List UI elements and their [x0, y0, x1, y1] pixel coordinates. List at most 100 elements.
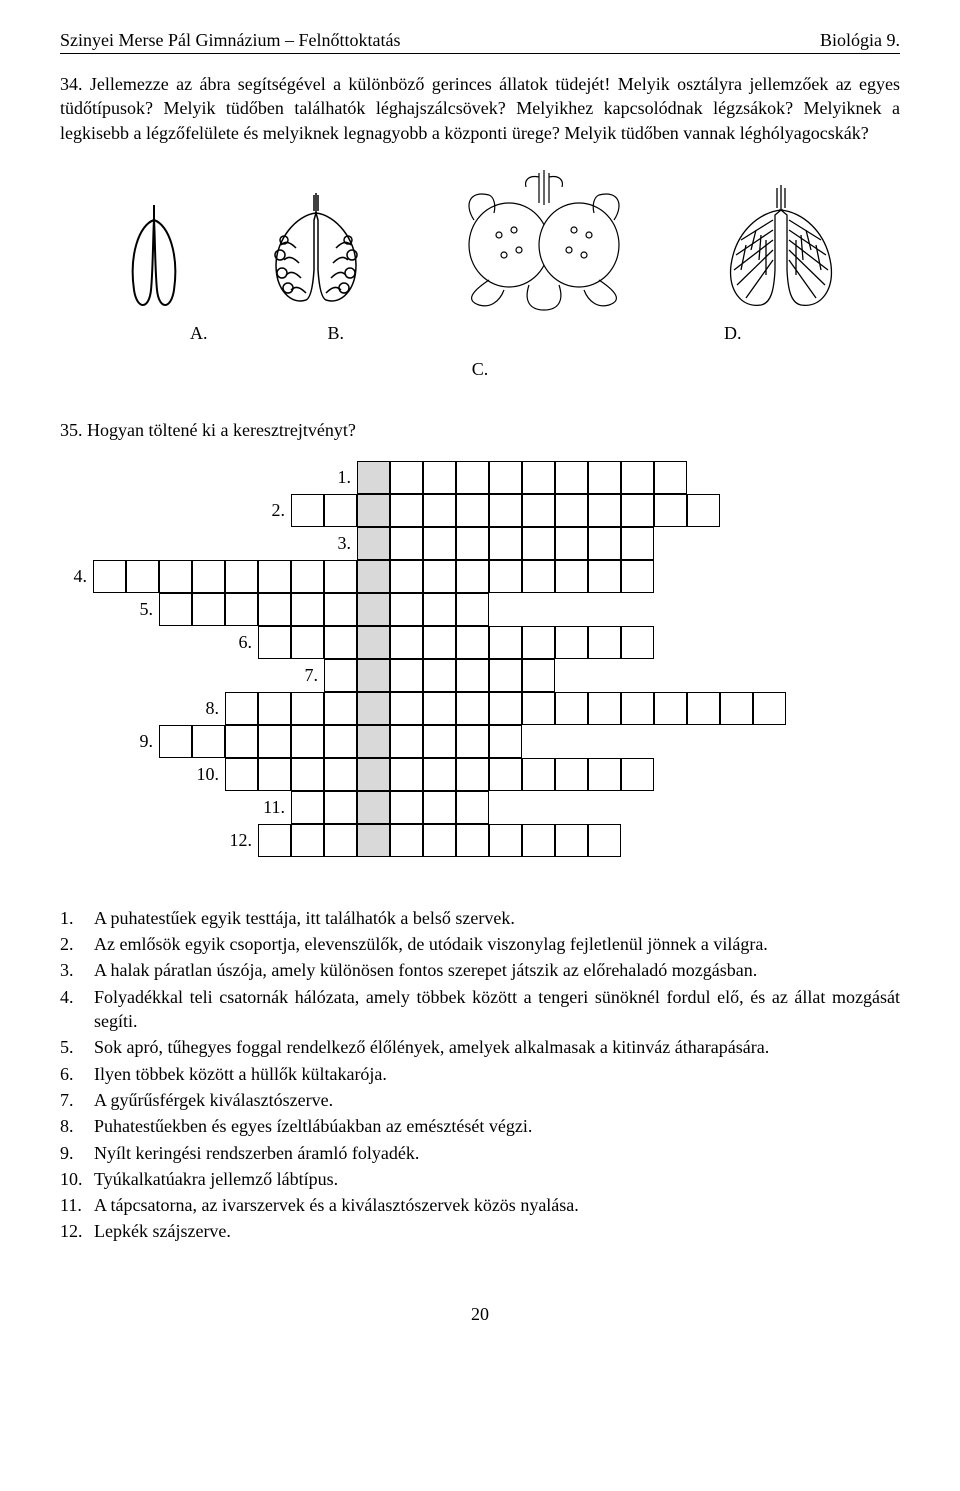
crossword-cell	[390, 593, 423, 626]
clue-text: Folyadékkal teli csatornák hálózata, ame…	[94, 985, 900, 1034]
clue-number: 12.	[60, 1219, 94, 1243]
crossword-row-label: 5.	[140, 599, 160, 620]
crossword-cell	[555, 758, 588, 791]
lung-c	[434, 165, 654, 315]
clue-text: A puhatestűek egyik testtája, itt találh…	[94, 906, 900, 930]
crossword-cell	[192, 593, 225, 626]
crossword-cell	[324, 560, 357, 593]
clue-item: 7.A gyűrűsférgek kiválasztószerve.	[60, 1088, 900, 1112]
crossword-cell	[390, 626, 423, 659]
clue-number: 2.	[60, 932, 94, 956]
lung-labels-row: A. B. D.	[60, 323, 900, 344]
clue-item: 6.Ilyen többek között a hüllők kültakaró…	[60, 1062, 900, 1086]
crossword-cell	[357, 593, 390, 626]
crossword-cell	[291, 758, 324, 791]
crossword-cell	[357, 626, 390, 659]
crossword-cell	[423, 659, 456, 692]
crossword-cell	[291, 494, 324, 527]
crossword-cell	[555, 527, 588, 560]
crossword-cell	[324, 791, 357, 824]
crossword-row-label: 11.	[263, 797, 291, 818]
crossword-cell	[423, 758, 456, 791]
crossword-cell	[357, 692, 390, 725]
crossword-cell	[687, 692, 720, 725]
crossword-cell	[225, 758, 258, 791]
crossword-row: 4.	[93, 560, 654, 593]
crossword-cell	[126, 560, 159, 593]
clue-item: 4.Folyadékkal teli csatornák hálózata, a…	[60, 985, 900, 1034]
crossword-cell	[291, 791, 324, 824]
crossword-row: 2.	[291, 494, 720, 527]
crossword-cell	[357, 494, 390, 527]
page-number: 20	[60, 1304, 900, 1325]
crossword-cell	[555, 824, 588, 857]
crossword-cell	[192, 725, 225, 758]
crossword-cell	[423, 461, 456, 494]
label-d: D.	[724, 323, 742, 344]
crossword-cell	[588, 692, 621, 725]
crossword-row: 6.	[258, 626, 654, 659]
crossword-cell	[621, 461, 654, 494]
crossword-cell	[192, 560, 225, 593]
crossword-cell	[357, 791, 390, 824]
crossword-cell	[489, 659, 522, 692]
crossword-cell	[324, 494, 357, 527]
crossword-cell	[159, 560, 192, 593]
crossword-cell	[489, 692, 522, 725]
crossword-cell	[456, 791, 489, 824]
clue-text: Puhatestűekben és egyes ízeltlábúakban a…	[94, 1114, 900, 1138]
lung-a	[109, 195, 199, 315]
crossword-cell	[423, 692, 456, 725]
crossword-cell	[555, 494, 588, 527]
crossword-cell	[555, 461, 588, 494]
clue-text: Az emlősök egyik csoportja, elevenszülők…	[94, 932, 900, 956]
clue-number: 11.	[60, 1193, 94, 1217]
crossword-cell	[489, 824, 522, 857]
lung-b-icon	[256, 185, 376, 315]
crossword-cell	[423, 593, 456, 626]
crossword-cell	[225, 560, 258, 593]
clue-item: 5.Sok apró, tűhegyes foggal rendelkező é…	[60, 1035, 900, 1059]
crossword-cell	[324, 626, 357, 659]
lung-b	[256, 185, 376, 315]
clue-text: Ilyen többek között a hüllők kültakarója…	[94, 1062, 900, 1086]
crossword-cell	[720, 692, 753, 725]
crossword-cell	[390, 560, 423, 593]
crossword-row-label: 9.	[140, 731, 160, 752]
crossword-row-label: 2.	[272, 500, 292, 521]
crossword-cell	[588, 560, 621, 593]
crossword-cell	[522, 824, 555, 857]
crossword-cell	[621, 758, 654, 791]
crossword-row-label: 8.	[206, 698, 226, 719]
crossword-cell	[258, 692, 291, 725]
lung-c-icon	[434, 165, 654, 315]
crossword-row: 10.	[225, 758, 654, 791]
crossword-cell	[291, 560, 324, 593]
crossword-cell	[159, 725, 192, 758]
crossword-cell	[753, 692, 786, 725]
crossword-cell	[423, 527, 456, 560]
clue-item: 3.A halak páratlan úszója, amely különös…	[60, 958, 900, 982]
crossword-cell	[390, 461, 423, 494]
crossword-cell	[456, 461, 489, 494]
clue-item: 2.Az emlősök egyik csoportja, elevenszül…	[60, 932, 900, 956]
header-right: Biológia 9.	[820, 30, 900, 51]
lung-d-icon	[711, 180, 851, 315]
question-35: 35. Hogyan töltené ki a keresztrejtvényt…	[60, 420, 900, 441]
crossword-cell	[654, 461, 687, 494]
crossword-cell	[390, 494, 423, 527]
crossword-cell	[423, 560, 456, 593]
clue-number: 3.	[60, 958, 94, 982]
clue-number: 9.	[60, 1141, 94, 1165]
crossword-cell	[621, 527, 654, 560]
crossword-cell	[357, 659, 390, 692]
crossword-cell	[456, 626, 489, 659]
crossword-cell	[588, 626, 621, 659]
crossword-cell	[93, 560, 126, 593]
crossword-row: 1.	[357, 461, 687, 494]
crossword-cell	[357, 527, 390, 560]
crossword-cell	[621, 626, 654, 659]
crossword-cell	[522, 692, 555, 725]
crossword-cell	[291, 725, 324, 758]
crossword-cell	[324, 593, 357, 626]
